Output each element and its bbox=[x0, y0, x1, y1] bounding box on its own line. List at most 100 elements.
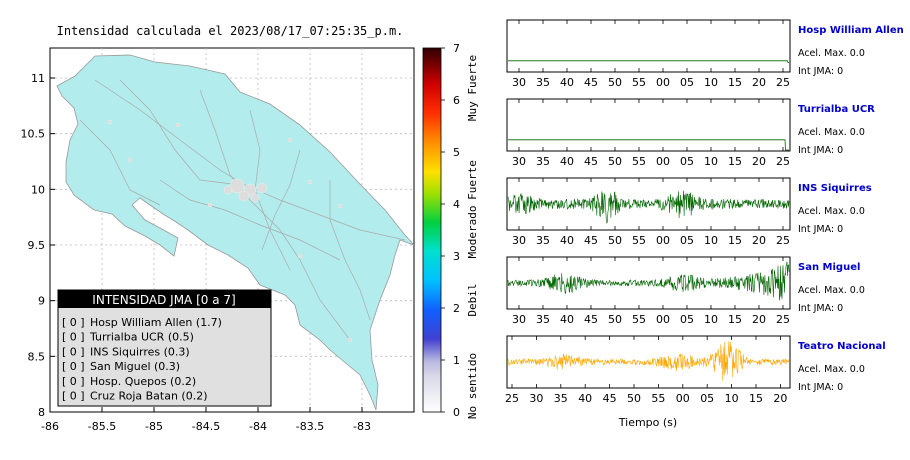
waveform-tick: 30 bbox=[529, 392, 543, 405]
waveform-tick: 50 bbox=[608, 76, 622, 89]
waveform-tick: 55 bbox=[651, 392, 665, 405]
waveform-tick: 55 bbox=[632, 155, 646, 168]
colorbar-tick: 4 bbox=[453, 198, 460, 211]
map-lat-ticks: 11 10.5 10 9.5 9 8.5 8 bbox=[21, 72, 55, 419]
waveform-tick: 20 bbox=[752, 313, 766, 326]
waveform-tick: 05 bbox=[680, 155, 694, 168]
waveform-tick: 10 bbox=[704, 155, 718, 168]
waveform-tick: 35 bbox=[536, 234, 550, 247]
waveform-tick: 00 bbox=[656, 313, 670, 326]
waveform-trace bbox=[508, 60, 789, 63]
legend-title: INTENSIDAD JMA [0 a 7] bbox=[92, 293, 235, 307]
legend-level: [ 0 ] bbox=[62, 345, 85, 358]
colorbar-tick: 6 bbox=[453, 94, 460, 107]
colorbar-tick: 1 bbox=[453, 354, 460, 367]
lon-tick-label: -85 bbox=[145, 420, 163, 433]
colorbar-tick: 0 bbox=[453, 406, 460, 419]
waveform-tick: 35 bbox=[554, 392, 568, 405]
waveform-tick: 50 bbox=[608, 155, 622, 168]
station-name: Teatro Nacional bbox=[798, 341, 886, 352]
waveform-tick: 15 bbox=[728, 155, 742, 168]
waveform-panel: 30 35 40 45 50 55 00 05 10 15 20 25 San Miguel Acel. … bbox=[506, 256, 865, 326]
lat-tick-label: 11 bbox=[31, 72, 45, 85]
waveform-tick: 05 bbox=[680, 234, 694, 247]
intensity-legend: INTENSIDAD JMA [0 a 7] [ 0 ] Hosp William… bbox=[57, 289, 272, 407]
station-acel: Acel. Max. 0.0 bbox=[798, 127, 865, 138]
waveform-tick: 10 bbox=[704, 76, 718, 89]
station-int: Int JMA: 0 bbox=[798, 145, 843, 156]
station-acel: Acel. Max. 0.0 bbox=[798, 206, 865, 217]
legend-level: [ 0 ] bbox=[62, 375, 85, 388]
waveform-tick: 10 bbox=[704, 313, 718, 326]
lat-tick-label: 10.5 bbox=[21, 128, 46, 141]
lon-tick-label: -84 bbox=[249, 420, 267, 433]
lat-tick-label: 8 bbox=[38, 406, 45, 419]
station-int: Int JMA: 0 bbox=[798, 303, 843, 314]
waveform-tick: 05 bbox=[680, 313, 694, 326]
intensity-colorbar bbox=[422, 47, 442, 413]
waveform-tick: 55 bbox=[632, 234, 646, 247]
waveform-tick: 15 bbox=[749, 392, 763, 405]
waveform-tick: 55 bbox=[632, 313, 646, 326]
waveform-frame bbox=[506, 98, 791, 152]
lat-tick-label: 9 bbox=[38, 295, 45, 308]
colorbar-labels: Muy Fuerte Fuerte Moderado Debil No sentido bbox=[466, 55, 479, 419]
lat-tick-label: 9.5 bbox=[28, 239, 46, 252]
waveform-tick: 45 bbox=[584, 313, 598, 326]
waveform-tick: 15 bbox=[728, 76, 742, 89]
waveform-panel: 30 35 40 45 50 55 00 05 10 15 20 25 Turrialba UCR Ace… bbox=[506, 98, 875, 168]
waveform-tick: 20 bbox=[752, 234, 766, 247]
waveform-tick: 25 bbox=[776, 234, 790, 247]
station-int: Int JMA: 0 bbox=[798, 382, 843, 393]
colorbar-tick: 7 bbox=[453, 42, 460, 55]
waveform-tick: 45 bbox=[584, 234, 598, 247]
waveform-tick: 40 bbox=[560, 76, 574, 89]
map-title: Intensidad calculada el 2023/08/17_07:25… bbox=[57, 24, 404, 38]
legend-station: San Miguel (0.3) bbox=[90, 360, 180, 373]
station-name: Turrialba UCR bbox=[798, 104, 875, 115]
waveform-tick: 20 bbox=[773, 392, 787, 405]
waveform-tick: 20 bbox=[752, 155, 766, 168]
station-name: INS Siquirres bbox=[798, 183, 872, 194]
waveform-panels: 30 35 40 45 50 55 00 05 10 15 20 25 Hosp William All… bbox=[505, 19, 904, 405]
costa-rica-land bbox=[56, 54, 414, 411]
lat-tick-label: 10 bbox=[31, 183, 45, 196]
waveform-trace bbox=[508, 139, 789, 151]
legend-level: [ 0 ] bbox=[62, 360, 85, 373]
lon-tick-label: -85.5 bbox=[88, 420, 116, 433]
legend-station: Hosp. Quepos (0.2) bbox=[90, 375, 196, 388]
waveform-tick: 50 bbox=[608, 234, 622, 247]
station-int: Int JMA: 0 bbox=[798, 66, 843, 77]
waveform-tick: 40 bbox=[560, 313, 574, 326]
waveform-tick: 30 bbox=[512, 155, 526, 168]
lon-tick-label: -83 bbox=[353, 420, 371, 433]
waveform-tick: 55 bbox=[632, 76, 646, 89]
waveform-tick: 30 bbox=[512, 234, 526, 247]
waveform-tick: 45 bbox=[584, 76, 598, 89]
lon-tick-label: -86 bbox=[41, 420, 59, 433]
waveform-trace bbox=[507, 341, 790, 382]
waveform-tick: 45 bbox=[603, 392, 617, 405]
station-name: Hosp William Allen bbox=[798, 25, 904, 36]
waveform-tick: 50 bbox=[608, 313, 622, 326]
legend-level: [ 0 ] bbox=[62, 316, 85, 329]
colorbar-label: Muy Fuerte bbox=[466, 55, 479, 121]
waveform-tick: 15 bbox=[728, 313, 742, 326]
legend-station: Turrialba UCR (0.5) bbox=[89, 331, 194, 344]
waveform-tick: 00 bbox=[656, 234, 670, 247]
waveform-tick: 40 bbox=[560, 155, 574, 168]
waveform-tick: 45 bbox=[584, 155, 598, 168]
legend-items: [ 0 ] Hosp William Allen (1.7) [ 0 ] Turria… bbox=[62, 316, 222, 403]
waveform-tick: 50 bbox=[627, 392, 641, 405]
map-roads bbox=[79, 79, 406, 341]
waveform-tick: 15 bbox=[728, 234, 742, 247]
waveform-tick: 10 bbox=[704, 234, 718, 247]
waveform-tick: 05 bbox=[680, 76, 694, 89]
legend-level: [ 0 ] bbox=[62, 390, 85, 403]
colorbar-label: Moderado bbox=[466, 206, 479, 259]
lon-tick-label: -84.5 bbox=[192, 420, 220, 433]
colorbar-label: Debil bbox=[466, 283, 479, 316]
waveform-tick: 30 bbox=[512, 313, 526, 326]
waveform-tick: 00 bbox=[656, 76, 670, 89]
